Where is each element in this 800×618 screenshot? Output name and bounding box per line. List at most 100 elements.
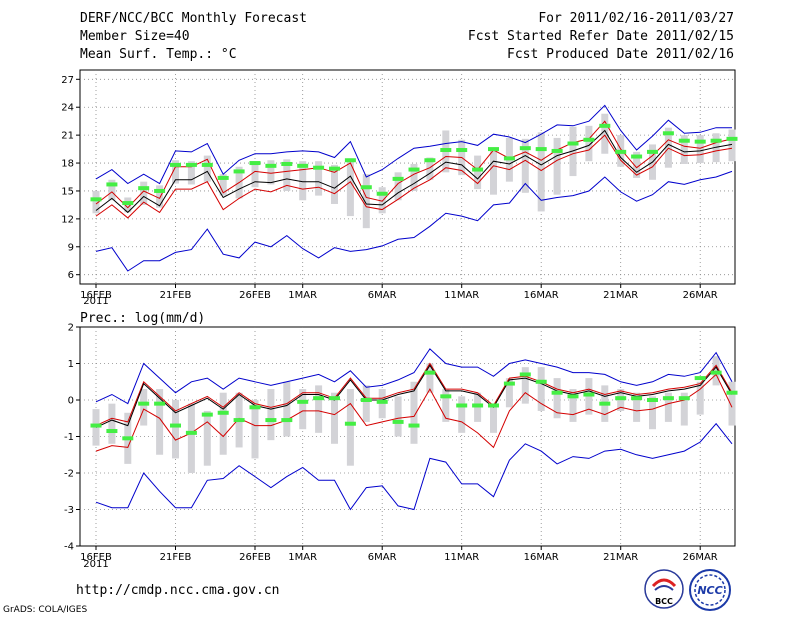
panel-0-ytick-label: 6 bbox=[68, 270, 74, 281]
panel-0-spread-box bbox=[315, 161, 323, 196]
panel-0-observed-marker bbox=[678, 138, 690, 143]
panel-1-observed-marker bbox=[631, 396, 643, 401]
panel-1-year-label: 2011 bbox=[83, 559, 108, 570]
panel-1-spread-box bbox=[426, 363, 434, 393]
panel-0-observed-marker bbox=[519, 146, 531, 151]
panel-1-spread-box bbox=[649, 396, 656, 430]
panel-1-spread-box bbox=[267, 389, 275, 441]
panel-1-observed-marker bbox=[440, 394, 452, 399]
panel-0-observed-marker bbox=[408, 167, 420, 172]
panel-0-spread-box bbox=[283, 159, 291, 191]
panel-0-ytick-label: 21 bbox=[61, 131, 74, 142]
panel-1-spread-box bbox=[203, 410, 211, 466]
panel-1-observed-marker bbox=[694, 376, 706, 381]
panel-1-observed-marker bbox=[456, 403, 468, 408]
panel-0-observed-marker bbox=[265, 163, 277, 168]
panel-1-spread-box bbox=[156, 389, 164, 455]
panel-0-xtick-label: 11MAR bbox=[444, 290, 479, 301]
panel-1-observed-marker bbox=[201, 412, 213, 417]
panel-1-spread-box bbox=[108, 403, 116, 444]
panel-0-spread-box bbox=[378, 187, 386, 214]
panel-0-observed-marker bbox=[583, 137, 595, 142]
panel-0-observed-marker bbox=[567, 141, 579, 146]
panel-0-observed-marker bbox=[551, 148, 563, 153]
panel-1-observed-marker bbox=[376, 399, 388, 404]
panel-0-spread-box bbox=[267, 160, 275, 185]
panel-1-spread-box bbox=[362, 385, 370, 422]
panel-0-observed-marker bbox=[472, 167, 484, 172]
panel-1-spread-box bbox=[346, 389, 354, 466]
panel-1-observed-marker bbox=[599, 401, 611, 406]
panel-1-xtick-label: 16MAR bbox=[524, 552, 559, 563]
panel-0-observed-marker bbox=[344, 158, 356, 163]
produced-date: Fcst Produced Date 2011/02/16 bbox=[507, 47, 734, 62]
panel-1-observed-marker bbox=[106, 429, 118, 434]
panel-1-line-lower bbox=[95, 422, 733, 511]
panel-1-spread-box bbox=[331, 392, 338, 444]
panel-1-observed-marker bbox=[615, 396, 627, 401]
panel-0-xtick-label: 1MAR bbox=[288, 290, 317, 301]
panel-0-frame bbox=[79, 69, 736, 285]
panel-0-observed-marker bbox=[710, 138, 722, 143]
panel-0-observed-marker bbox=[201, 162, 213, 167]
panel-1-subtitle: Prec.: log(mm/d) bbox=[80, 311, 205, 326]
panel-1-line-mean bbox=[95, 364, 733, 428]
bcc-logo-text: BCC bbox=[655, 597, 673, 606]
panel-0-observed-marker bbox=[154, 188, 166, 193]
panel-0-spread-box bbox=[474, 155, 482, 190]
panel-0-xtick-label: 21MAR bbox=[603, 290, 638, 301]
panel-0-ytick-label: 18 bbox=[61, 159, 74, 170]
panel-1-spread-box bbox=[569, 389, 577, 422]
panel-1-observed-marker bbox=[647, 398, 658, 402]
panel-1-spread-box bbox=[521, 367, 529, 404]
panel-0-spread-box bbox=[394, 172, 402, 201]
source-url[interactable]: http://cmdp.ncc.cma.gov.cn bbox=[76, 583, 280, 598]
panel-0-xtick-label: 16FEB bbox=[80, 290, 112, 301]
panel-1-spread-box bbox=[219, 392, 227, 455]
panel-1-observed-marker bbox=[217, 410, 229, 415]
panel-0-spread-box bbox=[92, 190, 100, 214]
panel-1-ytick-label: 0 bbox=[68, 396, 74, 407]
panel-0-observed-marker bbox=[249, 161, 261, 166]
panel-1-observed-marker bbox=[472, 403, 484, 408]
panel-1-observed-marker bbox=[344, 421, 356, 426]
panel-1-spread-box bbox=[537, 367, 545, 411]
panel-1-xtick-label: 16FEB bbox=[80, 552, 112, 563]
panel-0-spread-box bbox=[362, 174, 370, 229]
panel-1-observed-marker bbox=[519, 372, 531, 377]
panel-1-spread-box bbox=[728, 381, 736, 426]
panel-1-observed-marker bbox=[329, 396, 340, 401]
panel-1-spread-box bbox=[458, 396, 466, 433]
panel-1-observed-marker bbox=[726, 390, 738, 395]
panel-1-ytick-label: 1 bbox=[68, 359, 74, 370]
panel-0-observed-marker bbox=[503, 156, 515, 161]
panel-0-spread-box bbox=[140, 181, 148, 205]
panel-0-spread-box bbox=[490, 148, 497, 195]
panel-0-spread-box bbox=[187, 161, 195, 185]
panel-1-spread-box bbox=[553, 378, 561, 419]
panel-1-observed-marker bbox=[392, 419, 404, 424]
panel-1-observed-marker bbox=[567, 394, 579, 399]
panel-0-xtick-label: 26MAR bbox=[683, 290, 718, 301]
panel-0-xtick-label: 16MAR bbox=[524, 290, 559, 301]
panel-0-observed-marker bbox=[170, 162, 181, 167]
panel-0-spread-box bbox=[331, 164, 338, 204]
panel-0-spread-box bbox=[521, 138, 529, 193]
panel-0-observed-marker bbox=[392, 176, 404, 181]
panel-1-spread-box bbox=[172, 400, 179, 459]
panel-1-observed-marker bbox=[185, 430, 197, 435]
panel-1-spread-box bbox=[299, 389, 307, 430]
panel-1-observed-marker bbox=[488, 403, 499, 408]
panel-1-observed-marker bbox=[281, 418, 293, 423]
panel-1-observed-marker bbox=[662, 396, 674, 401]
panel-0-xtick-label: 6MAR bbox=[368, 290, 397, 301]
panel-1-xtick-label: 11MAR bbox=[444, 552, 479, 563]
member-size-label: Member Size=40 bbox=[80, 29, 190, 44]
panel-1-spread-box bbox=[505, 378, 513, 408]
panel-1-observed-marker bbox=[265, 418, 277, 423]
panel-0-observed-marker bbox=[488, 147, 499, 152]
panel-1-spread-box bbox=[140, 389, 148, 426]
panel-0-line-median_low bbox=[95, 134, 733, 219]
panel-0-observed-marker bbox=[424, 158, 436, 163]
panel-1-xtick-label: 1MAR bbox=[288, 552, 317, 563]
